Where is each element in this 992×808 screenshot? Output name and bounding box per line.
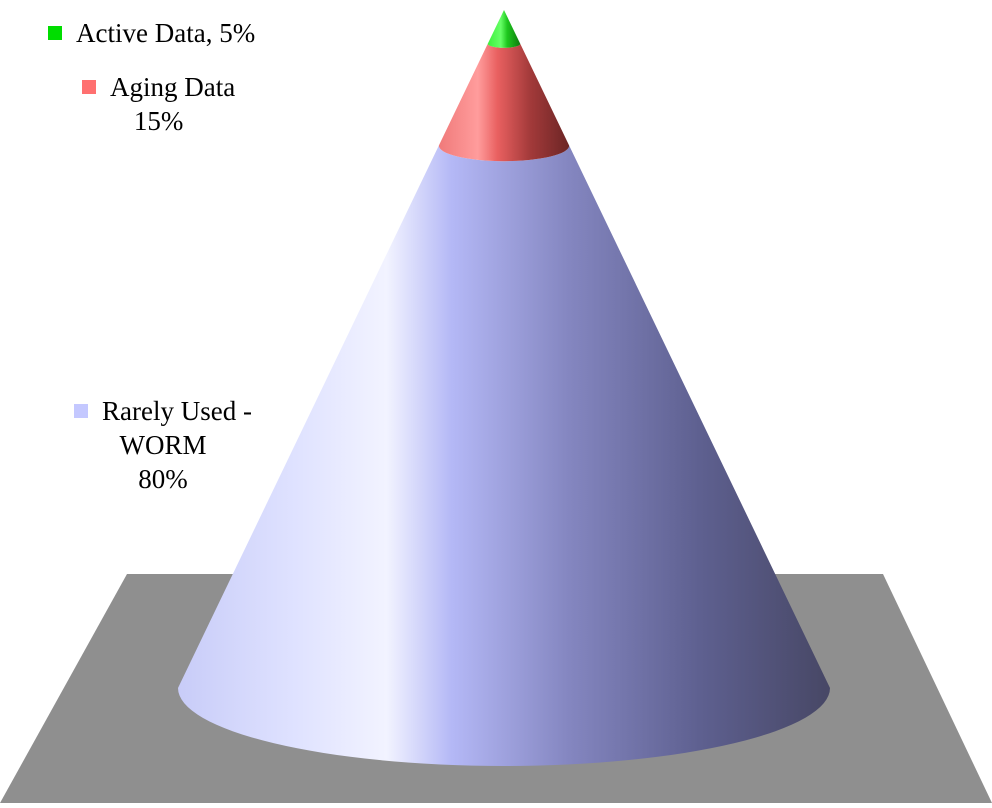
- legend-label-active-data: Active Data: [76, 18, 206, 48]
- legend-value-rarely-used: 80%: [138, 464, 188, 494]
- legend-item-active-data: Active Data, 5%: [48, 16, 255, 50]
- cone-layers: [178, 10, 830, 766]
- legend-swatch-aging-data: [82, 80, 96, 94]
- legend-line-aging-data: Aging Data: [82, 70, 235, 104]
- cone-segment-active-data: [487, 10, 521, 48]
- legend-value-active-data: 5%: [219, 18, 256, 48]
- cone-segment-aging-data: [438, 43, 570, 162]
- legend-swatch-rarely-used: [74, 404, 88, 418]
- legend-value-aging-data: 15%: [133, 106, 184, 136]
- legend-swatch-active-data: [48, 26, 62, 40]
- cone-segment-rarely-used: [178, 145, 830, 766]
- legend-label-rarely-used: Rarely Used -: [102, 396, 252, 426]
- legend-label-aging-data: Aging Data: [110, 72, 236, 102]
- legend-item-aging-data: Aging Data 15%: [82, 70, 235, 138]
- legend-item-rarely-used: Rarely Used - WORM 80%: [74, 394, 252, 496]
- legend-label-worm: WORM: [119, 430, 207, 460]
- legend-line-rarely-used: Rarely Used -: [74, 394, 252, 428]
- legend-separator: ,: [205, 18, 220, 48]
